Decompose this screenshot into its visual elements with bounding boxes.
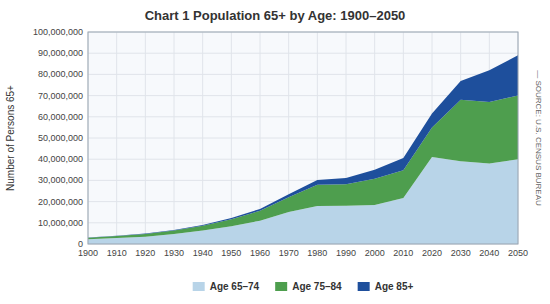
- y-tick-label: 20,000,000: [38, 197, 83, 207]
- axes: 010,000,00020,000,00030,000,00040,000,00…: [33, 27, 528, 258]
- area: [88, 96, 518, 240]
- y-axis-label: Number of Persons 65+: [5, 85, 16, 191]
- plot-frame: [88, 32, 518, 244]
- y-tick-label: 10,000,000: [38, 218, 83, 228]
- background: [0, 0, 550, 304]
- x-tick-label: 2000: [365, 248, 385, 258]
- x-tick-label: 2010: [393, 248, 413, 258]
- x-tick-label: 1970: [279, 248, 299, 258]
- legend-swatch: [193, 282, 205, 291]
- legend-label: Age 75–84: [292, 281, 342, 292]
- x-grid-line: [145, 32, 146, 244]
- x-tick-label: 1920: [135, 248, 155, 258]
- legend-label: Age 65–74: [210, 281, 260, 292]
- y-tick-label: 40,000,000: [38, 154, 83, 164]
- y-grid-line: [88, 74, 518, 75]
- x-tick-label: 1950: [221, 248, 241, 258]
- x-grid-line: [202, 32, 203, 244]
- y-tick-label: 90,000,000: [38, 48, 83, 58]
- title: Chart 1 Population 65+ by Age: 1900–2050: [145, 8, 406, 23]
- grid: [88, 32, 518, 244]
- y-grid-line: [88, 53, 518, 54]
- areas: [88, 55, 518, 244]
- legend-item: Age 85+: [358, 281, 414, 292]
- legend-label: Age 85+: [375, 281, 414, 292]
- x-tick-label: 2040: [479, 248, 499, 258]
- x-tick-label: 1980: [307, 248, 327, 258]
- area: [88, 55, 518, 237]
- y-tick-label: 100,000,000: [33, 27, 83, 37]
- legend-item: Age 75–84: [275, 281, 342, 292]
- x-tick-label: 2030: [451, 248, 471, 258]
- y-tick-label: 80,000,000: [38, 69, 83, 79]
- x-tick-label: 1930: [164, 248, 184, 258]
- x-tick-label: 1940: [193, 248, 213, 258]
- chart: 010,000,00020,000,00030,000,00040,000,00…: [0, 0, 550, 304]
- legend-swatch: [275, 282, 287, 291]
- x-tick-label: 1990: [336, 248, 356, 258]
- x-grid-line: [116, 32, 117, 244]
- legend-swatch: [358, 282, 370, 291]
- x-tick-label: 1910: [107, 248, 127, 258]
- legend-item: Age 65–74: [193, 281, 260, 292]
- x-tick-label: 1960: [250, 248, 270, 258]
- x-tick-label: 2050: [508, 248, 528, 258]
- x-tick-label: 2020: [422, 248, 442, 258]
- y-tick-label: 50,000,000: [38, 133, 83, 143]
- x-grid-line: [174, 32, 175, 244]
- x-tick-label: 1900: [78, 248, 98, 258]
- y-tick-label: 60,000,000: [38, 112, 83, 122]
- y-tick-label: 30,000,000: [38, 175, 83, 185]
- x-grid-line: [231, 32, 232, 244]
- legend: Age 65–74 Age 75–84 Age 85+: [193, 281, 414, 292]
- y-tick-label: 70,000,000: [38, 91, 83, 101]
- annotation: — SOURCE: U.S. CENSUS BUREAU: [534, 70, 543, 206]
- plot-area: [88, 32, 518, 244]
